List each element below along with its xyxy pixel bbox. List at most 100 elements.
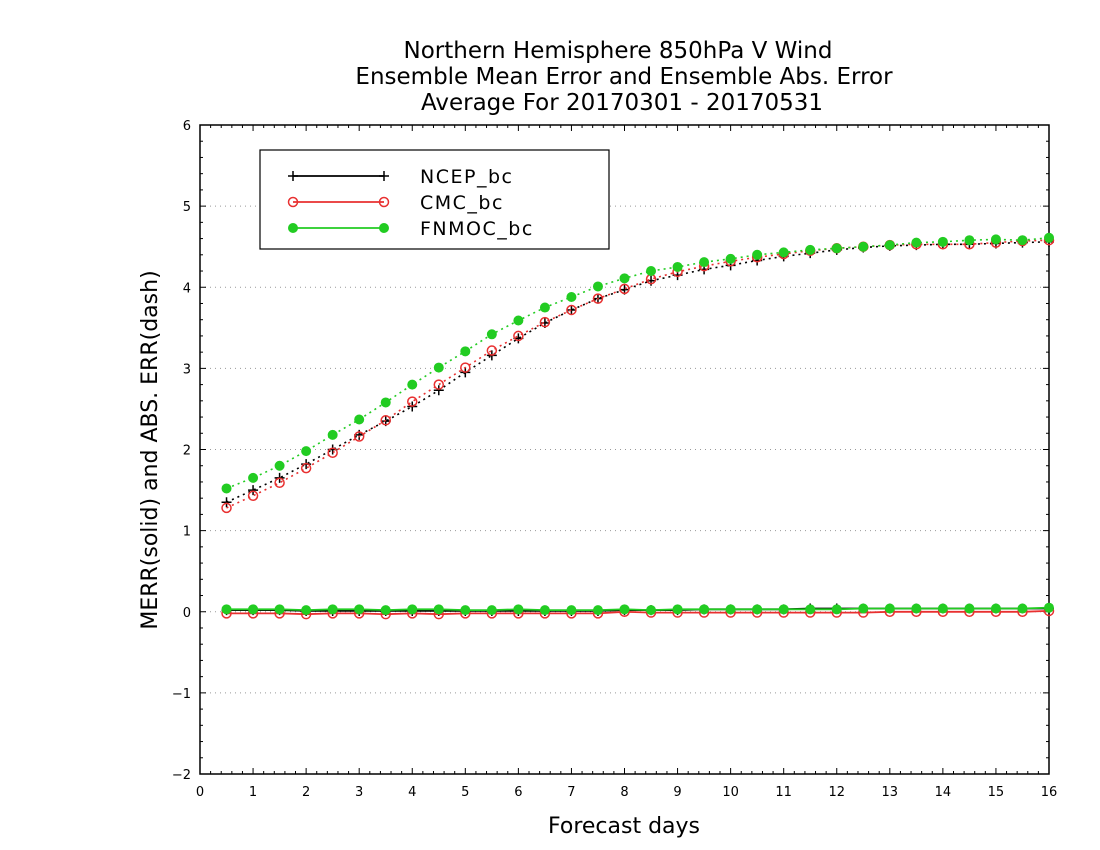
data-point-abs-err-cmc-bc xyxy=(460,362,471,373)
y-tick-label: 3 xyxy=(183,362,191,377)
data-point-merr-fnmoc-bc xyxy=(911,603,922,614)
data-point-abs-err-ncep-bc xyxy=(221,497,232,508)
data-point-abs-err-fnmoc-bc xyxy=(646,266,657,277)
x-tick-label: 16 xyxy=(1041,785,1058,800)
legend-marker-cmc-bc xyxy=(378,196,390,208)
x-tick-label: 8 xyxy=(620,785,628,800)
data-point-merr-fnmoc-bc xyxy=(592,605,603,616)
data-point-merr-fnmoc-bc xyxy=(699,604,710,615)
data-point-merr-fnmoc-bc xyxy=(513,604,524,615)
y-axis: −2 −1 0 1 2 3 4 5 6 xyxy=(172,119,1049,783)
y-tick-label: 0 xyxy=(183,606,191,621)
data-point-merr-fnmoc-bc xyxy=(805,604,816,615)
data-point-abs-err-fnmoc-bc xyxy=(911,237,922,248)
x-tick-label: 15 xyxy=(988,785,1005,800)
data-point-merr-fnmoc-bc xyxy=(460,605,471,616)
legend-marker-ncep-bc xyxy=(288,171,298,181)
data-point-abs-err-fnmoc-bc xyxy=(433,362,444,373)
data-point-abs-err-cmc-bc xyxy=(592,293,604,304)
data-point-abs-err-fnmoc-bc xyxy=(354,414,365,425)
legend-label-cmc-bc: CMC_bc xyxy=(420,192,504,214)
title-line-3: Average For 20170301 - 20170531 xyxy=(421,90,823,116)
data-point-merr-fnmoc-bc xyxy=(619,604,630,615)
x-tick-label: 7 xyxy=(567,785,575,800)
data-point-abs-err-fnmoc-bc xyxy=(460,346,471,357)
x-tick-label: 3 xyxy=(355,785,363,800)
chart-title: Northern Hemisphere 850hPa V Wind Ensemb… xyxy=(355,38,893,116)
data-point-abs-err-fnmoc-bc xyxy=(884,240,895,251)
data-point-merr-fnmoc-bc xyxy=(327,604,338,615)
data-point-merr-fnmoc-bc xyxy=(752,604,763,615)
data-point-merr-fnmoc-bc xyxy=(221,604,232,615)
legend-item-cmc-bc: CMC_bc xyxy=(287,192,504,214)
series-line-abs-err-ncep-bc xyxy=(226,241,1050,503)
data-point-merr-fnmoc-bc xyxy=(248,604,259,615)
y-tick-label: 5 xyxy=(183,200,191,215)
y-tick-label: 4 xyxy=(183,281,191,296)
data-point-abs-err-cmc-bc xyxy=(486,345,498,356)
data-point-merr-fnmoc-bc xyxy=(990,603,1001,614)
data-point-abs-err-ncep-bc xyxy=(566,304,577,315)
x-tick-label: 12 xyxy=(828,785,845,800)
data-point-abs-err-fnmoc-bc xyxy=(327,429,338,440)
series-line-abs-err-fnmoc-bc xyxy=(226,237,1050,490)
data-point-merr-fnmoc-bc xyxy=(433,604,444,615)
data-point-abs-err-fnmoc-bc xyxy=(380,397,391,408)
legend-marker-fnmoc-bc xyxy=(379,223,389,233)
data-point-abs-err-fnmoc-bc xyxy=(221,483,232,494)
x-tick-label: 4 xyxy=(408,785,416,800)
series-cmc-bc xyxy=(221,234,1055,620)
title-line-1: Northern Hemisphere 850hPa V Wind xyxy=(404,38,833,64)
data-point-merr-fnmoc-bc xyxy=(964,603,975,614)
legend-marker-fnmoc-bc xyxy=(288,223,298,233)
legend: NCEP_bc CMC_bc FNMOC_bc xyxy=(259,149,610,250)
data-point-abs-err-fnmoc-bc xyxy=(858,241,869,252)
data-point-abs-err-fnmoc-bc xyxy=(301,446,312,457)
data-point-abs-err-fnmoc-bc xyxy=(1017,235,1028,246)
y-axis-label: MERR(solid) and ABS. ERR(dash) xyxy=(138,270,163,629)
legend-item-ncep-bc: NCEP_bc xyxy=(288,166,512,188)
data-point-merr-fnmoc-bc xyxy=(380,605,391,616)
data-point-abs-err-fnmoc-bc xyxy=(566,291,577,302)
data-point-abs-err-fnmoc-bc xyxy=(592,281,603,292)
x-tick-label: 13 xyxy=(882,785,899,800)
data-point-abs-err-cmc-bc xyxy=(327,447,338,458)
x-axis-label: Forecast days xyxy=(548,814,700,839)
title-line-2: Ensemble Mean Error and Ensemble Abs. Er… xyxy=(355,64,893,90)
data-point-abs-err-cmc-bc xyxy=(407,396,418,407)
data-point-abs-err-fnmoc-bc xyxy=(274,460,285,471)
data-point-abs-err-fnmoc-bc xyxy=(513,315,524,326)
data-point-merr-fnmoc-bc xyxy=(407,604,418,615)
data-point-abs-err-fnmoc-bc xyxy=(1044,232,1054,243)
series-layer xyxy=(221,232,1055,620)
data-point-merr-fnmoc-bc xyxy=(1017,603,1028,614)
data-point-merr-fnmoc-bc xyxy=(672,604,683,615)
data-point-merr-fnmoc-bc xyxy=(486,605,497,616)
data-point-abs-err-fnmoc-bc xyxy=(672,261,683,272)
data-point-merr-fnmoc-bc xyxy=(937,603,948,614)
legend-item-fnmoc-bc: FNMOC_bc xyxy=(288,218,534,240)
data-point-abs-err-cmc-bc xyxy=(513,330,524,342)
data-point-merr-fnmoc-bc xyxy=(301,605,312,616)
series-line-merr-fnmoc-bc xyxy=(226,606,1050,612)
x-tick-label: 5 xyxy=(461,785,469,800)
data-point-abs-err-fnmoc-bc xyxy=(539,302,550,313)
data-point-abs-err-fnmoc-bc xyxy=(699,257,710,268)
data-point-abs-err-cmc-bc xyxy=(619,283,630,295)
data-point-abs-err-fnmoc-bc xyxy=(990,234,1001,245)
series-line-abs-err-cmc-bc xyxy=(226,239,1050,509)
legend-marker-cmc-bc xyxy=(287,196,299,208)
data-point-merr-fnmoc-bc xyxy=(778,604,789,615)
data-point-abs-err-fnmoc-bc xyxy=(778,247,789,258)
y-tick-label: 6 xyxy=(183,119,191,134)
data-point-merr-fnmoc-bc xyxy=(725,604,736,615)
data-point-abs-err-cmc-bc xyxy=(300,462,312,474)
y-tick-label: −1 xyxy=(172,687,191,702)
data-point-abs-err-cmc-bc xyxy=(380,415,391,426)
data-point-abs-err-fnmoc-bc xyxy=(752,249,763,260)
x-tick-label: 1 xyxy=(249,785,257,800)
series-ncep-bc xyxy=(221,236,1054,616)
y-tick-label: −2 xyxy=(172,768,191,783)
legend-label-fnmoc-bc: FNMOC_bc xyxy=(420,218,534,240)
data-point-abs-err-ncep-bc xyxy=(248,485,259,496)
